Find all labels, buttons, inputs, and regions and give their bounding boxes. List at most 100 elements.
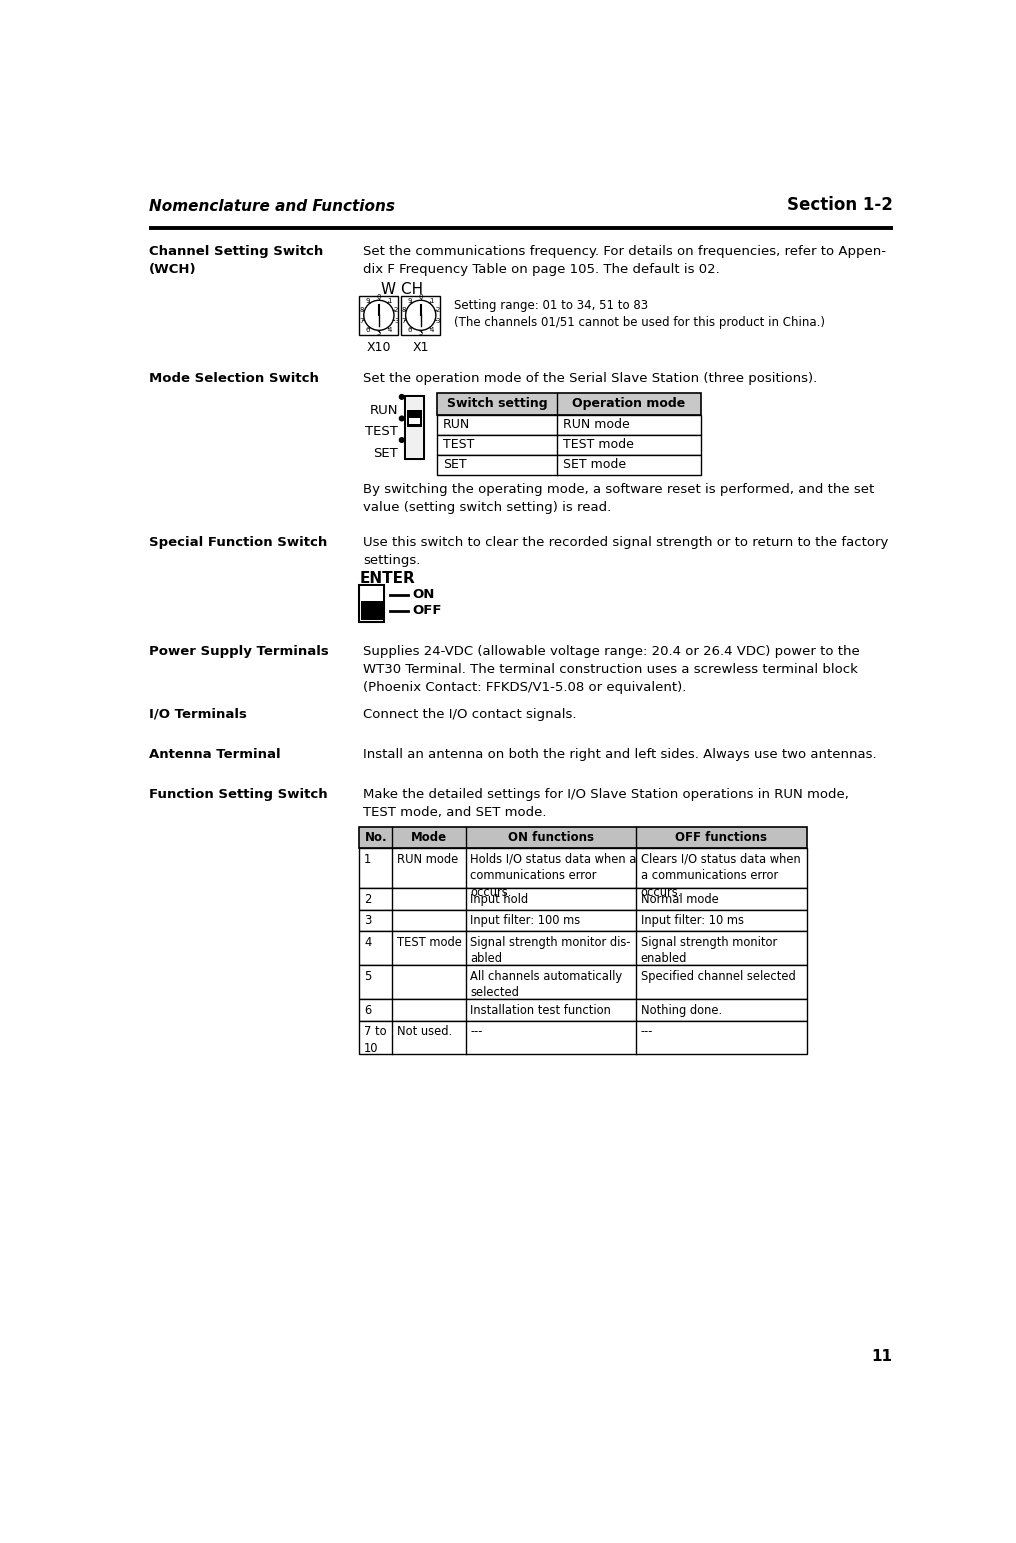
Text: Section 1-2: Section 1-2 [786,196,893,214]
Text: I/O Terminals: I/O Terminals [148,708,247,721]
Text: 4: 4 [364,937,372,949]
Bar [437,415,700,435]
Bar [361,600,383,620]
Text: Clears I/O status data when
a communications error
occurs.: Clears I/O status data when a communicat… [641,853,801,898]
Text: OFF functions: OFF functions [676,830,767,844]
Bar [360,827,807,849]
Text: No.: No. [365,830,387,844]
Text: Install an antenna on both the right and left sides. Always use two antennas.: Install an antenna on both the right and… [364,748,877,761]
Text: 6: 6 [366,327,371,333]
Text: RUN: RUN [370,404,398,417]
Bar [437,455,700,475]
Text: Input filter: 100 ms: Input filter: 100 ms [470,915,580,927]
Text: Channel Setting Switch
(WCH): Channel Setting Switch (WCH) [148,245,323,276]
Bar [360,585,384,622]
Text: RUN: RUN [443,418,470,430]
Bar [406,398,423,458]
Text: Installation test function: Installation test function [470,1003,612,1017]
Text: SET: SET [374,447,398,460]
Text: Setting range: 01 to 34, 51 to 83: Setting range: 01 to 34, 51 to 83 [454,299,648,312]
Text: Signal strength monitor dis-
abled: Signal strength monitor dis- abled [470,937,631,966]
Text: 7: 7 [401,318,405,324]
Text: 9: 9 [407,298,412,304]
Text: ENTER: ENTER [360,571,416,586]
Bar [401,296,440,335]
Text: Power Supply Terminals: Power Supply Terminals [148,645,328,657]
Bar [408,418,421,424]
Text: RUN mode: RUN mode [396,853,458,866]
Text: 8: 8 [360,307,364,313]
Text: Input filter: 10 ms: Input filter: 10 ms [641,915,744,927]
Bar [360,998,807,1020]
Bar [437,435,700,455]
Bar [360,296,398,335]
Text: 1: 1 [364,853,372,866]
Text: 2: 2 [436,307,440,313]
Text: By switching the operating mode, a software reset is performed, and the set
valu: By switching the operating mode, a softw… [364,483,875,514]
Text: 9: 9 [366,298,371,304]
Text: ON functions: ON functions [508,830,594,844]
Text: Connect the I/O contact signals.: Connect the I/O contact signals. [364,708,577,721]
Text: 3: 3 [364,915,372,927]
Text: ---: --- [470,1025,483,1038]
Text: Nomenclature and Functions: Nomenclature and Functions [148,199,394,214]
Bar [360,966,807,998]
Text: 0: 0 [377,295,381,301]
Text: Antenna Terminal: Antenna Terminal [148,748,280,761]
Bar [360,1020,807,1054]
Text: 3: 3 [436,318,440,324]
Text: TEST: TEST [443,438,474,451]
Text: 7 to
10: 7 to 10 [364,1025,387,1055]
Text: Switch setting: Switch setting [447,398,548,410]
Circle shape [399,438,404,443]
Text: Make the detailed settings for I/O Slave Station operations in RUN mode,
TEST mo: Make the detailed settings for I/O Slave… [364,788,849,819]
Text: 6: 6 [407,327,412,333]
Text: Signal strength monitor
enabled: Signal strength monitor enabled [641,937,777,966]
Text: X10: X10 [367,341,391,353]
Text: 11: 11 [872,1349,893,1364]
Bar [437,393,700,415]
Bar [360,889,807,910]
Circle shape [399,417,404,421]
Bar [407,410,422,427]
Text: Supplies 24-VDC (allowable voltage range: 20.4 or 26.4 VDC) power to the
WT30 Te: Supplies 24-VDC (allowable voltage range… [364,645,861,694]
Text: Mode: Mode [410,830,447,844]
Text: Input hold: Input hold [470,893,528,906]
Text: Use this switch to clear the recorded signal strength or to return to the factor: Use this switch to clear the recorded si… [364,537,889,568]
Text: Function Setting Switch: Function Setting Switch [148,788,327,801]
Bar [360,849,807,889]
Text: Operation mode: Operation mode [572,398,686,410]
Text: Special Function Switch: Special Function Switch [148,537,327,549]
Text: 1: 1 [429,298,434,304]
Text: W CH: W CH [381,282,424,298]
Text: 2: 2 [394,307,398,313]
Text: 5: 5 [419,330,423,336]
Text: 0: 0 [419,295,423,301]
Text: Nothing done.: Nothing done. [641,1003,722,1017]
Text: Set the communications frequency. For details on frequencies, refer to Appen-
di: Set the communications frequency. For de… [364,245,886,276]
Bar [361,586,383,600]
Text: Mode Selection Switch: Mode Selection Switch [148,372,319,384]
Text: OFF: OFF [412,605,442,617]
Text: Specified channel selected: Specified channel selected [641,971,796,983]
Text: 7: 7 [360,318,364,324]
Text: Not used.: Not used. [396,1025,452,1038]
Text: ON: ON [412,588,435,602]
Text: 2: 2 [364,893,372,906]
Text: All channels automatically
selected: All channels automatically selected [470,971,623,1000]
Text: SET: SET [443,458,466,471]
Text: 3: 3 [394,318,398,324]
Circle shape [399,395,404,400]
Text: ---: --- [641,1025,653,1038]
Bar [360,932,807,966]
Text: TEST: TEST [366,426,398,438]
Text: 4: 4 [387,327,392,333]
Text: TEST mode: TEST mode [563,438,634,451]
Text: RUN mode: RUN mode [563,418,630,430]
Text: 6: 6 [364,1003,372,1017]
Text: SET mode: SET mode [563,458,627,471]
Text: 5: 5 [364,971,372,983]
Text: 4: 4 [429,327,434,333]
Text: X1: X1 [412,341,429,353]
Text: TEST mode: TEST mode [396,937,461,949]
